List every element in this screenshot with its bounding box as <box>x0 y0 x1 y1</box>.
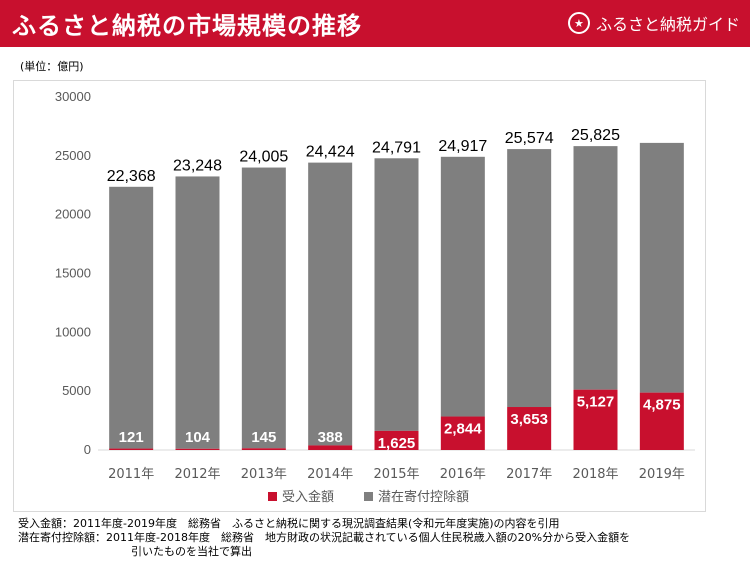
bar-potential <box>109 186 154 449</box>
total-value-label: 24,917 <box>438 138 487 155</box>
legend-label-potential: 潜在寄付控除額 <box>378 489 469 505</box>
bar-accepted <box>109 448 154 450</box>
page-title: ふるさと納税の市場規模の推移 <box>12 12 362 40</box>
total-value-label: 24,005 <box>239 149 288 166</box>
accepted-value-label: 1,625 <box>378 435 416 452</box>
x-tick-label: 2015年 <box>373 467 419 482</box>
bar-accepted <box>440 416 485 450</box>
x-tick-label: 2014年 <box>307 467 353 482</box>
bar-potential <box>308 162 353 446</box>
total-value-label: 23,248 <box>173 157 222 174</box>
bar-accepted <box>175 448 220 450</box>
bar-potential <box>573 146 618 390</box>
accepted-value-label: 145 <box>251 429 276 446</box>
logo-text: ふるさと納税ガイド <box>595 15 740 34</box>
x-tick-label: 2016年 <box>440 467 486 482</box>
y-tick-label: 5000 <box>62 383 91 398</box>
bar-accepted <box>639 392 684 450</box>
note-line-2: 潜在寄付控除額：2011年度-2018年度 総務省 地方財政の状況記載されている… <box>18 531 631 544</box>
y-tick-label: 30000 <box>55 89 91 104</box>
bar-potential <box>241 167 286 449</box>
note-line-1: 受入金額：2011年度-2019年度 総務省 ふるさと納税に関する現況調査結果(… <box>18 517 560 530</box>
note-line-3: 引いたものを当社で算出 <box>131 545 252 558</box>
bar-potential <box>507 149 552 408</box>
x-tick-label: 2013年 <box>241 467 287 482</box>
x-tick-label: 2018年 <box>572 467 618 482</box>
legend-label-accepted: 受入金額 <box>282 489 334 505</box>
y-tick-label: 15000 <box>55 266 91 281</box>
brand-logo[interactable]: ★ ふるさと納税ガイド <box>567 11 740 35</box>
accepted-value-label: 104 <box>185 429 211 446</box>
x-tick-label: 2012年 <box>174 467 220 482</box>
bar-accepted <box>241 448 286 450</box>
y-tick-label: 10000 <box>55 324 91 339</box>
unit-label: (単位：億円) <box>20 60 84 73</box>
total-value-label: 25,825 <box>571 127 620 144</box>
total-value-label: 24,424 <box>306 144 355 161</box>
total-value-label: 24,791 <box>372 139 421 156</box>
total-value-label: 22,368 <box>107 168 156 185</box>
accepted-value-label: 121 <box>119 429 144 446</box>
bar-potential <box>440 156 485 417</box>
bar-accepted <box>308 445 353 450</box>
accepted-value-label: 2,844 <box>444 421 482 438</box>
accepted-value-label: 4,875 <box>643 397 681 414</box>
bar-accepted <box>507 407 552 450</box>
legend-swatch-accepted <box>268 492 277 501</box>
bar-potential <box>374 158 419 431</box>
source-notes: 受入金額：2011年度-2019年度 総務省 ふるさと納税に関する現況調査結果(… <box>18 517 630 559</box>
bar-accepted <box>374 430 419 450</box>
chart-frame <box>13 80 706 512</box>
bar-potential <box>639 142 684 393</box>
y-tick-label: 0 <box>84 442 91 457</box>
accepted-value-label: 5,127 <box>577 394 615 411</box>
header-bar: ふるさと納税の市場規模の推移 ★ ふるさと納税ガイド <box>0 0 750 47</box>
accepted-value-label: 388 <box>318 429 343 446</box>
accepted-value-label: 3,653 <box>510 411 548 428</box>
y-tick-label: 25000 <box>55 148 91 163</box>
y-tick-label: 20000 <box>55 207 91 222</box>
legend-swatch-potential <box>364 492 373 501</box>
x-tick-label: 2019年 <box>639 467 685 482</box>
x-tick-label: 2011年 <box>108 467 154 482</box>
logo-icon: ★ <box>567 12 590 34</box>
total-value-label: 25,574 <box>505 130 554 147</box>
bar-potential <box>175 176 220 449</box>
x-tick-label: 2017年 <box>506 467 552 482</box>
bar-accepted <box>573 389 618 450</box>
